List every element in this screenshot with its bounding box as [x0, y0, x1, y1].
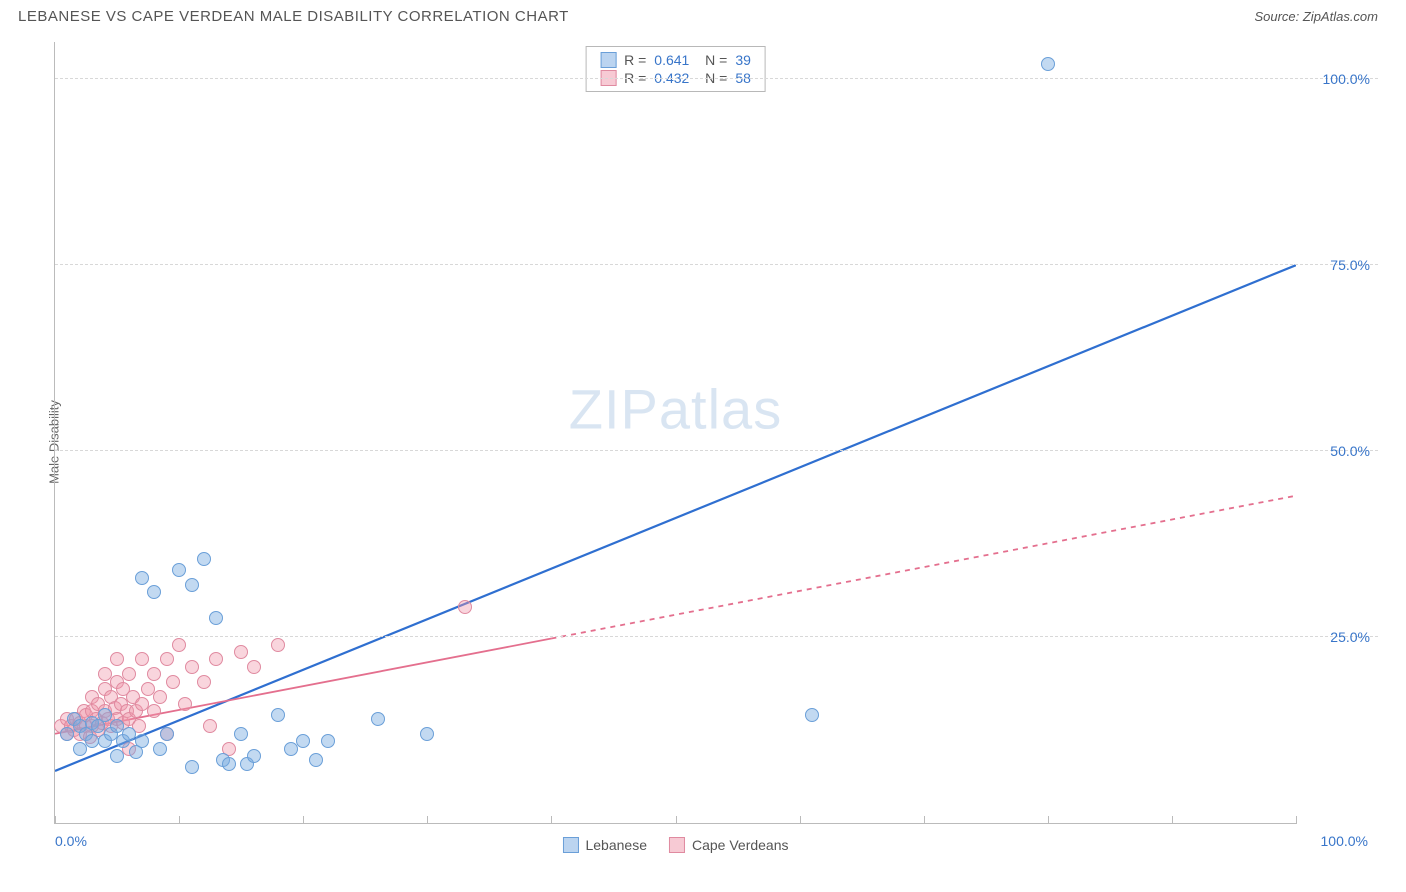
y-tick-label: 25.0% [1330, 629, 1370, 645]
legend-item-lebanese: Lebanese [562, 837, 647, 853]
watermark: ZIPatlas [569, 377, 782, 442]
data-point [805, 708, 819, 722]
data-point [296, 734, 310, 748]
data-point [371, 712, 385, 726]
chart-title: LEBANESE VS CAPE VERDEAN MALE DISABILITY… [18, 8, 569, 25]
data-point [153, 690, 167, 704]
data-point [209, 652, 223, 666]
data-point [147, 667, 161, 681]
legend-n-label: N = [697, 52, 727, 68]
legend-label: Lebanese [585, 837, 647, 853]
data-point [234, 645, 248, 659]
data-point [234, 727, 248, 741]
data-point [247, 749, 261, 763]
data-point [147, 585, 161, 599]
data-point [222, 757, 236, 771]
x-axis-label-min: 0.0% [55, 833, 87, 849]
y-tick-label: 50.0% [1330, 443, 1370, 459]
source-name: ZipAtlas.com [1303, 9, 1378, 24]
data-point [135, 652, 149, 666]
chart-header: LEBANESE VS CAPE VERDEAN MALE DISABILITY… [0, 0, 1406, 29]
data-point [110, 652, 124, 666]
x-tick [303, 816, 304, 824]
data-point [160, 727, 174, 741]
data-point [98, 708, 112, 722]
x-tick [800, 816, 801, 824]
data-point [247, 660, 261, 674]
data-point [135, 734, 149, 748]
x-tick [1048, 816, 1049, 824]
x-tick [924, 816, 925, 824]
x-tick [676, 816, 677, 824]
data-point [172, 563, 186, 577]
data-point [153, 742, 167, 756]
y-tick-label: 100.0% [1323, 71, 1370, 87]
watermark-atlas: atlas [659, 378, 782, 441]
series-legend: Lebanese Cape Verdeans [562, 837, 788, 853]
legend-label: Cape Verdeans [692, 837, 789, 853]
legend-r-value: 0.641 [654, 52, 689, 68]
gridline [55, 78, 1378, 79]
data-point [209, 611, 223, 625]
data-point [1041, 57, 1055, 71]
x-tick [551, 816, 552, 824]
trend-line [55, 265, 1296, 771]
legend-item-capeverdean: Cape Verdeans [669, 837, 789, 853]
trend-line-dashed [551, 496, 1296, 639]
data-point [271, 708, 285, 722]
data-point [197, 552, 211, 566]
x-tick [1296, 816, 1297, 824]
data-point [197, 675, 211, 689]
data-point [420, 727, 434, 741]
source-attribution: Source: ZipAtlas.com [1254, 9, 1378, 24]
data-point [166, 675, 180, 689]
legend-n-value: 39 [735, 52, 751, 68]
watermark-zip: ZIP [569, 378, 659, 441]
data-point [271, 638, 285, 652]
swatch-pink-icon [669, 837, 685, 853]
y-tick-label: 75.0% [1330, 257, 1370, 273]
legend-row-lebanese: R = 0.641 N = 39 [586, 51, 765, 69]
legend-r-label: R = [624, 52, 646, 68]
chart-container: Male Disability ZIPatlas R = 0.641 N = 3… [18, 36, 1378, 848]
x-tick [55, 816, 56, 824]
swatch-blue-icon [562, 837, 578, 853]
data-point [178, 697, 192, 711]
data-point [458, 600, 472, 614]
source-prefix: Source: [1254, 9, 1302, 24]
plot-area: ZIPatlas R = 0.641 N = 39 R = 0.432 N = … [54, 42, 1296, 824]
data-point [135, 571, 149, 585]
data-point [185, 760, 199, 774]
data-point [160, 652, 174, 666]
gridline [55, 264, 1378, 265]
data-point [185, 578, 199, 592]
x-axis-label-max: 100.0% [1321, 833, 1368, 849]
data-point [309, 753, 323, 767]
data-point [122, 667, 136, 681]
x-tick [179, 816, 180, 824]
gridline [55, 636, 1378, 637]
gridline [55, 450, 1378, 451]
trend-lines [55, 42, 1296, 823]
data-point [321, 734, 335, 748]
x-tick [427, 816, 428, 824]
data-point [147, 704, 161, 718]
data-point [110, 749, 124, 763]
correlation-legend: R = 0.641 N = 39 R = 0.432 N = 58 [585, 46, 766, 92]
data-point [203, 719, 217, 733]
swatch-blue-icon [600, 52, 616, 68]
data-point [185, 660, 199, 674]
data-point [172, 638, 186, 652]
x-tick [1172, 816, 1173, 824]
